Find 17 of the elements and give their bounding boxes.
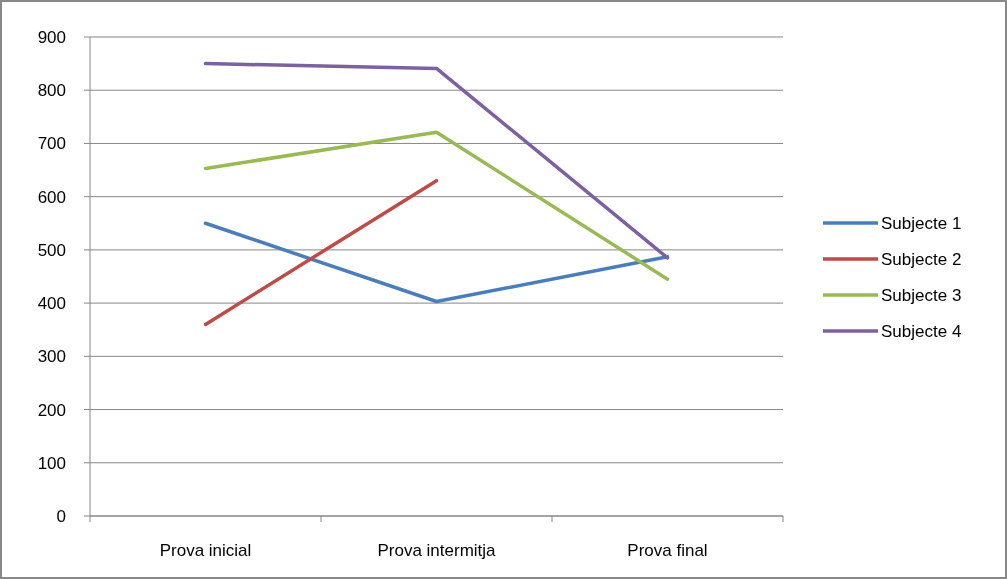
legend-label: Subjecte 3 [881,285,962,305]
y-tick-label: 0 [56,506,66,526]
y-tick-label: 200 [37,400,66,420]
y-tick-label: 100 [37,453,66,473]
y-tick-label: 900 [37,27,66,47]
x-tick-label: Prova intermitja [377,541,497,560]
y-tick-label: 500 [37,240,66,260]
x-tick-label: Prova inicial [159,541,252,560]
y-tick-label: 400 [37,294,66,314]
y-tick-label: 700 [37,134,66,154]
x-tick-label: Prova final [627,541,708,560]
y-tick-label: 600 [37,187,66,207]
y-tick-label: 800 [37,81,66,101]
y-tick-label: 300 [37,347,66,367]
legend-label: Subjecte 4 [881,321,962,341]
legend-label: Subjecte 1 [881,213,962,233]
legend-label: Subjecte 2 [881,249,962,269]
